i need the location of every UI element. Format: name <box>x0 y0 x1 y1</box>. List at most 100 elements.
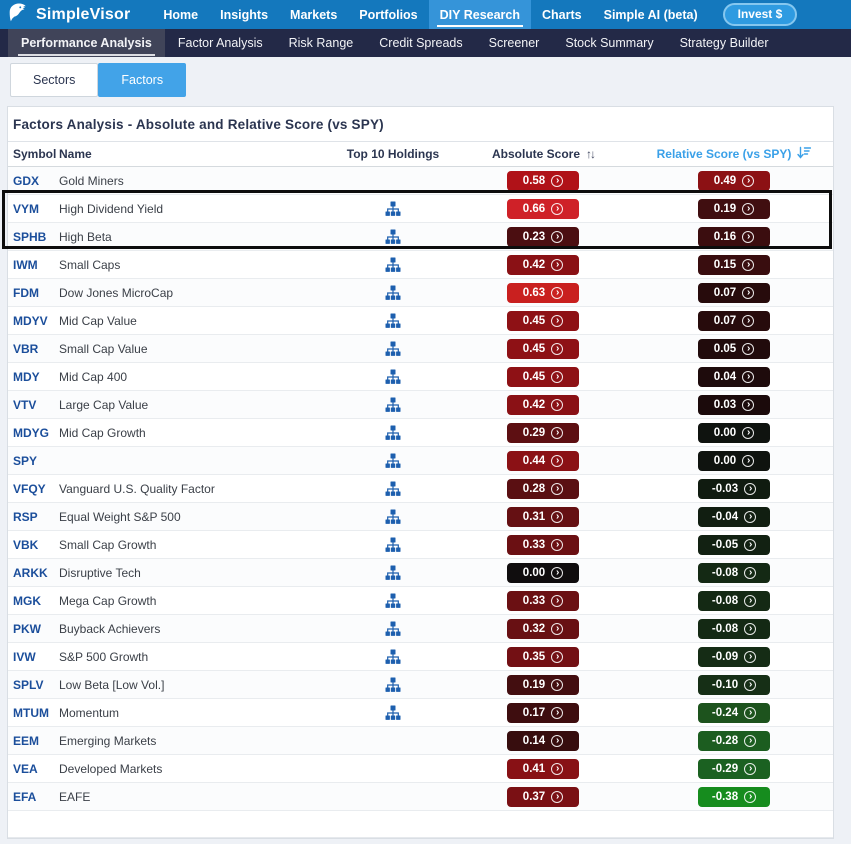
relative-score-badge[interactable]: -0.09 › <box>698 646 770 667</box>
relative-score-badge[interactable]: 0.15 › <box>698 254 770 275</box>
col-header-holdings[interactable]: Top 10 Holdings <box>346 147 440 161</box>
sub-nav-item-factor-analysis[interactable]: Factor Analysis <box>177 36 263 50</box>
relative-score-badge[interactable]: 0.49 › <box>698 170 770 191</box>
top10-holdings-icon[interactable] <box>385 705 401 721</box>
relative-score-badge[interactable]: -0.08 › <box>698 590 770 611</box>
symbol-link[interactable]: SPY <box>13 453 38 468</box>
relative-score-badge[interactable]: -0.04 › <box>698 506 770 527</box>
absolute-score-badge[interactable]: 0.42 › <box>507 394 579 415</box>
absolute-score-badge[interactable]: 0.33 › <box>507 590 579 611</box>
top10-holdings-icon[interactable] <box>385 313 401 329</box>
relative-score-badge[interactable]: 0.07 › <box>698 282 770 303</box>
top-nav-item-charts[interactable]: Charts <box>542 7 582 22</box>
col-header-name[interactable]: Name <box>59 147 92 161</box>
top10-holdings-icon[interactable] <box>385 677 401 693</box>
relative-score-badge[interactable]: 0.16 › <box>698 226 770 247</box>
relative-score-badge[interactable]: 0.19 › <box>698 198 770 219</box>
absolute-score-badge[interactable]: 0.35 › <box>507 646 579 667</box>
top-nav-item-diy-research[interactable]: DIY Research <box>428 0 532 29</box>
relative-score-badge[interactable]: -0.28 › <box>698 730 770 751</box>
relative-score-badge[interactable]: -0.05 › <box>698 534 770 555</box>
absolute-score-badge[interactable]: 0.19 › <box>507 674 579 695</box>
relative-score-badge[interactable]: 0.00 › <box>698 450 770 471</box>
top-nav-item-markets[interactable]: Markets <box>290 7 338 22</box>
sort-arrows-icon[interactable]: ↑↓ <box>586 147 596 161</box>
symbol-link[interactable]: IWM <box>13 257 38 272</box>
absolute-score-badge[interactable]: 0.63 › <box>507 282 579 303</box>
sub-nav-item-stock-summary[interactable]: Stock Summary <box>565 36 654 50</box>
top10-holdings-icon[interactable] <box>385 397 401 413</box>
symbol-link[interactable]: IVW <box>13 649 36 664</box>
absolute-score-badge[interactable]: 0.33 › <box>507 534 579 555</box>
relative-score-badge[interactable]: -0.08 › <box>698 618 770 639</box>
absolute-score-badge[interactable]: 0.31 › <box>507 506 579 527</box>
absolute-score-badge[interactable]: 0.66 › <box>507 198 579 219</box>
sub-nav-item-performance-analysis[interactable]: Performance Analysis <box>8 29 165 57</box>
tab-factors[interactable]: Factors <box>98 63 187 97</box>
invest-button[interactable]: Invest $ <box>722 3 798 26</box>
symbol-link[interactable]: VBR <box>13 341 39 356</box>
top10-holdings-icon[interactable] <box>385 481 401 497</box>
absolute-score-badge[interactable]: 0.17 › <box>507 702 579 723</box>
sub-nav-item-screener[interactable]: Screener <box>488 36 540 50</box>
absolute-score-badge[interactable]: 0.58 › <box>507 170 579 191</box>
symbol-link[interactable]: SPHB <box>13 229 47 244</box>
symbol-link[interactable]: VFQY <box>13 481 46 496</box>
symbol-link[interactable]: MGK <box>13 593 41 608</box>
symbol-link[interactable]: VTV <box>13 397 37 412</box>
relative-score-badge[interactable]: 0.05 › <box>698 338 770 359</box>
tab-sectors[interactable]: Sectors <box>10 63 99 97</box>
relative-score-badge[interactable]: 0.04 › <box>698 366 770 387</box>
absolute-score-badge[interactable]: 0.45 › <box>507 310 579 331</box>
top10-holdings-icon[interactable] <box>385 621 401 637</box>
symbol-link[interactable]: ARKK <box>13 565 48 580</box>
sub-nav-item-credit-spreads[interactable]: Credit Spreads <box>379 36 463 50</box>
top10-holdings-icon[interactable] <box>385 593 401 609</box>
sub-nav-item-strategy-builder[interactable]: Strategy Builder <box>679 36 769 50</box>
absolute-score-badge[interactable]: 0.41 › <box>507 758 579 779</box>
top-nav-item-home[interactable]: Home <box>163 7 199 22</box>
relative-score-badge[interactable]: 0.07 › <box>698 310 770 331</box>
symbol-link[interactable]: PKW <box>13 621 41 636</box>
symbol-link[interactable]: MDYV <box>13 313 48 328</box>
symbol-link[interactable]: VEA <box>13 761 38 776</box>
top10-holdings-icon[interactable] <box>385 201 401 217</box>
absolute-score-badge[interactable]: 0.42 › <box>507 254 579 275</box>
relative-score-badge[interactable]: -0.10 › <box>698 674 770 695</box>
relative-score-badge[interactable]: 0.00 › <box>698 422 770 443</box>
brand[interactable]: SimpleVisor <box>8 1 130 28</box>
absolute-score-badge[interactable]: 0.37 › <box>507 786 579 807</box>
symbol-link[interactable]: FDM <box>13 285 39 300</box>
relative-score-badge[interactable]: -0.38 › <box>698 786 770 807</box>
symbol-link[interactable]: VBK <box>13 537 39 552</box>
absolute-score-badge[interactable]: 0.28 › <box>507 478 579 499</box>
relative-score-badge[interactable]: -0.29 › <box>698 758 770 779</box>
col-header-absolute[interactable]: Absolute Score ↑↓ <box>451 147 635 161</box>
symbol-link[interactable]: VYM <box>13 201 40 216</box>
top10-holdings-icon[interactable] <box>385 537 401 553</box>
symbol-link[interactable]: SPLV <box>13 677 44 692</box>
absolute-score-badge[interactable]: 0.45 › <box>507 338 579 359</box>
symbol-link[interactable]: EFA <box>13 789 37 804</box>
symbol-link[interactable]: GDX <box>13 173 40 188</box>
relative-score-badge[interactable]: -0.08 › <box>698 562 770 583</box>
absolute-score-badge[interactable]: 0.00 › <box>507 562 579 583</box>
absolute-score-badge[interactable]: 0.44 › <box>507 450 579 471</box>
absolute-score-badge[interactable]: 0.45 › <box>507 366 579 387</box>
top10-holdings-icon[interactable] <box>385 453 401 469</box>
symbol-link[interactable]: MDY <box>13 369 40 384</box>
symbol-link[interactable]: RSP <box>13 509 38 524</box>
top10-holdings-icon[interactable] <box>385 369 401 385</box>
sub-nav-item-risk-range[interactable]: Risk Range <box>288 36 354 50</box>
top10-holdings-icon[interactable] <box>385 257 401 273</box>
top10-holdings-icon[interactable] <box>385 285 401 301</box>
top10-holdings-icon[interactable] <box>385 425 401 441</box>
top-nav-item-portfolios[interactable]: Portfolios <box>359 7 418 22</box>
top10-holdings-icon[interactable] <box>385 509 401 525</box>
relative-score-badge[interactable]: 0.03 › <box>698 394 770 415</box>
top10-holdings-icon[interactable] <box>385 341 401 357</box>
col-header-symbol[interactable]: Symbol <box>13 147 57 161</box>
col-header-relative[interactable]: Relative Score (vs SPY) <box>635 146 833 162</box>
sort-descending-icon[interactable] <box>797 146 812 162</box>
symbol-link[interactable]: MDYG <box>13 425 49 440</box>
